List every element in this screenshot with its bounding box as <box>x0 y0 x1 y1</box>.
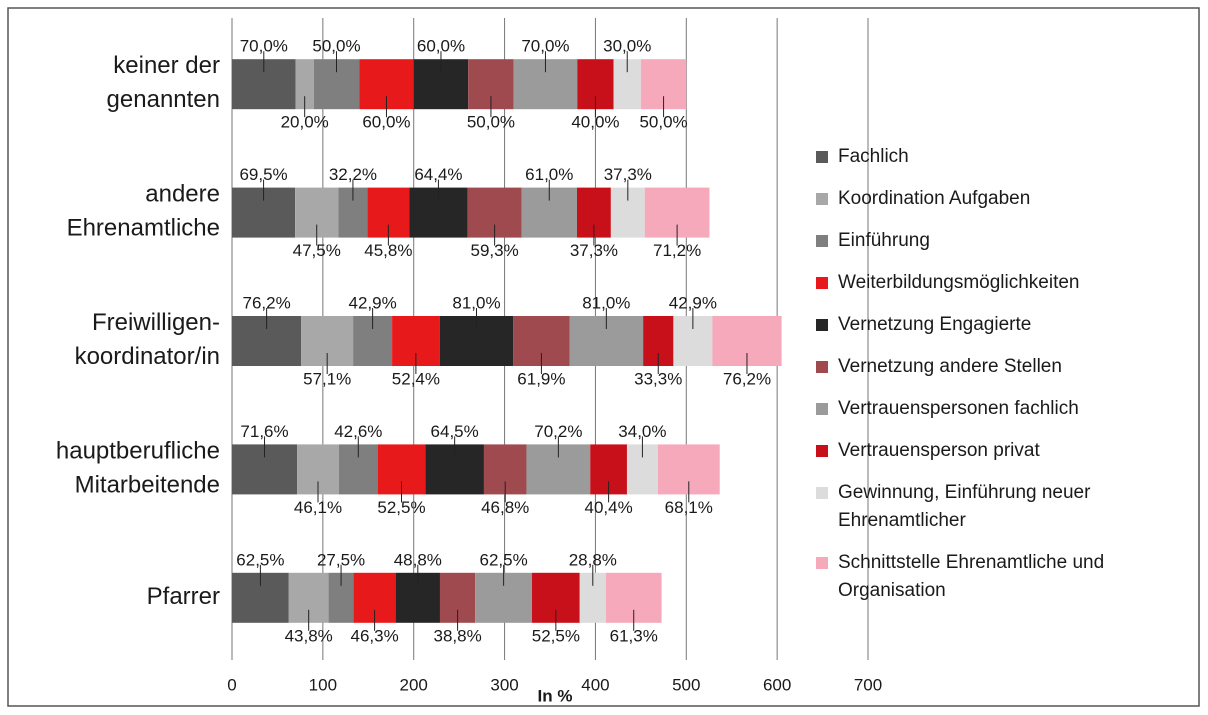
data-label: 60,0% <box>362 113 410 132</box>
legend-label: Vernetzung andere Stellen <box>838 356 1062 377</box>
legend-swatch <box>816 403 828 415</box>
legend-label: Vernetzung Engagierte <box>838 314 1031 335</box>
data-label: 42,6% <box>334 422 382 441</box>
legend-swatch <box>816 235 828 247</box>
x-tick-label: 100 <box>309 675 337 694</box>
x-tick-label: 200 <box>400 675 428 694</box>
data-label: 46,8% <box>481 498 529 517</box>
legend-swatch <box>816 319 828 331</box>
y-tick-label: andere Ehrenamtliche <box>67 181 220 242</box>
legend-label: Weiterbildungsmöglichkeiten <box>838 272 1080 293</box>
y-tick-label: hauptberufliche Mitarbeitende <box>56 438 220 499</box>
data-label: 61,0% <box>525 165 573 184</box>
data-label: 62,5% <box>236 550 284 569</box>
data-label: 33,3% <box>634 369 682 388</box>
legend-swatch <box>816 361 828 373</box>
data-label: 61,9% <box>517 369 565 388</box>
x-axis-label: In % <box>538 686 573 705</box>
legend-label: Vertrauensperson privat <box>838 440 1040 461</box>
data-label: 28,8% <box>569 550 617 569</box>
data-label: 50,0% <box>312 37 360 56</box>
x-tick-label: 500 <box>672 675 700 694</box>
legend-swatch <box>816 193 828 205</box>
data-label: 42,9% <box>669 293 717 312</box>
legend-swatch <box>816 557 828 569</box>
data-label: 50,0% <box>467 113 515 132</box>
legend-swatch <box>816 151 828 163</box>
data-label: 47,5% <box>293 241 341 260</box>
data-label: 52,5% <box>377 498 425 517</box>
data-label: 61,3% <box>610 626 658 645</box>
data-label: 70,0% <box>240 37 288 56</box>
y-tick-label: Freiwilligen-koordinator/in <box>75 309 220 370</box>
x-tick-label: 700 <box>854 675 882 694</box>
data-label: 30,0% <box>603 37 651 56</box>
data-label: 20,0% <box>281 113 329 132</box>
legend-label: Vertrauenspersonen fachlich <box>838 398 1079 419</box>
data-label: 34,0% <box>618 422 666 441</box>
data-label: 81,0% <box>452 293 500 312</box>
legend-swatch <box>816 445 828 457</box>
data-label: 38,8% <box>433 626 481 645</box>
data-label: 45,8% <box>364 241 412 260</box>
legend-label: Koordination Aufgaben <box>838 188 1030 209</box>
legend-label: Einführung <box>838 230 930 251</box>
data-label: 70,2% <box>534 422 582 441</box>
x-tick-label: 0 <box>227 675 236 694</box>
data-label: 27,5% <box>317 550 365 569</box>
data-label: 76,2% <box>243 293 291 312</box>
data-label: 59,3% <box>471 241 519 260</box>
data-label: 50,0% <box>639 113 687 132</box>
data-label: 71,6% <box>240 422 288 441</box>
legend-label: Schnittstelle Ehrenamtliche und Organisat… <box>838 552 1104 601</box>
data-label: 64,5% <box>431 422 479 441</box>
data-label: 62,5% <box>480 550 528 569</box>
data-label: 70,0% <box>521 37 569 56</box>
data-label: 48,8% <box>394 550 442 569</box>
data-label: 69,5% <box>239 165 287 184</box>
data-label: 43,8% <box>285 626 333 645</box>
bar-segment <box>295 59 314 110</box>
data-label: 52,4% <box>392 369 440 388</box>
data-label: 42,9% <box>348 293 396 312</box>
x-tick-label: 300 <box>490 675 518 694</box>
data-label: 52,5% <box>532 626 580 645</box>
data-label: 37,3% <box>570 241 618 260</box>
data-label: 76,2% <box>723 369 771 388</box>
x-tick-label: 600 <box>763 675 791 694</box>
data-label: 71,2% <box>653 241 701 260</box>
data-label: 37,3% <box>604 165 652 184</box>
legend-swatch <box>816 487 828 499</box>
data-label: 60,0% <box>417 37 465 56</box>
data-label: 32,2% <box>329 165 377 184</box>
y-tick-label: keiner der genannten <box>107 53 220 114</box>
y-tick-label: Pfarrer <box>147 583 220 610</box>
legend-swatch <box>816 277 828 289</box>
legend-label: Gewinnung, Einführung neuer Ehrenamtliche… <box>838 482 1091 531</box>
data-label: 81,0% <box>582 293 630 312</box>
data-label: 64,4% <box>414 165 462 184</box>
data-label: 68,1% <box>665 498 713 517</box>
data-label: 46,3% <box>350 626 398 645</box>
data-label: 40,0% <box>571 113 619 132</box>
data-label: 46,1% <box>294 498 342 517</box>
data-label: 40,4% <box>585 498 633 517</box>
data-label: 57,1% <box>303 369 351 388</box>
x-tick-label: 400 <box>581 675 609 694</box>
legend-label: Fachlich <box>838 146 909 167</box>
